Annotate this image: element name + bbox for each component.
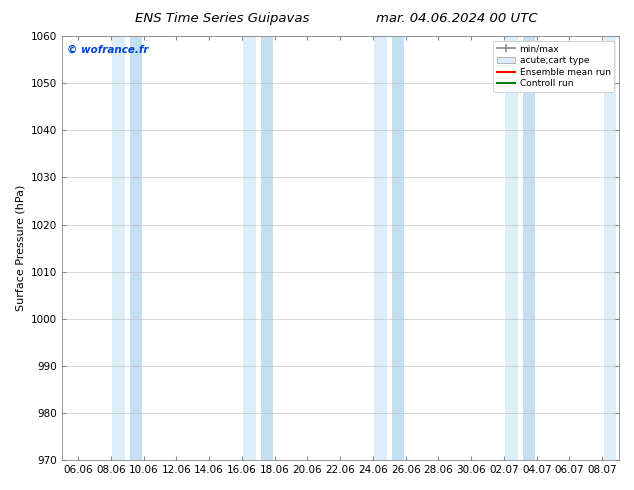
Bar	[505, 36, 518, 460]
Y-axis label: Surface Pressure (hPa): Surface Pressure (hPa)	[15, 185, 25, 311]
Bar	[130, 36, 142, 460]
Legend: min/max, acute;cart type, Ensemble mean run, Controll run: min/max, acute;cart type, Ensemble mean …	[493, 41, 614, 92]
Text: © wofrance.fr: © wofrance.fr	[67, 45, 149, 54]
Bar	[374, 36, 387, 460]
Bar	[243, 36, 256, 460]
Bar	[604, 36, 616, 460]
Text: ENS Time Series Guipavas: ENS Time Series Guipavas	[134, 12, 309, 25]
Bar	[523, 36, 536, 460]
Text: mar. 04.06.2024 00 UTC: mar. 04.06.2024 00 UTC	[376, 12, 537, 25]
Bar	[261, 36, 273, 460]
Bar	[112, 36, 124, 460]
Bar	[392, 36, 404, 460]
Bar	[621, 36, 634, 460]
